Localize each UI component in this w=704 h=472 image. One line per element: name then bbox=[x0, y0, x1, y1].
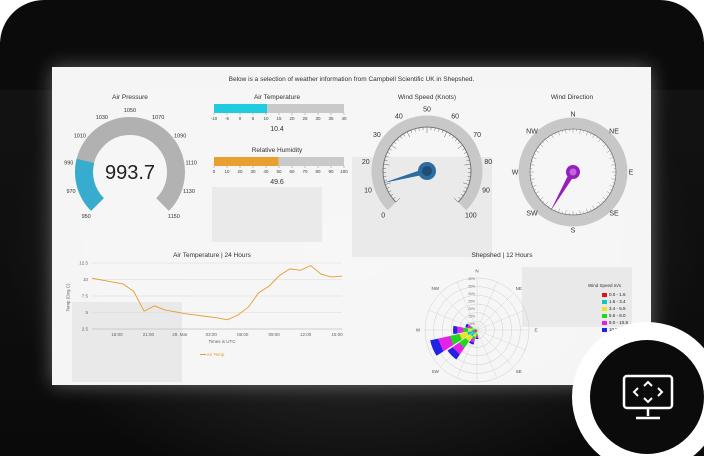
rose-wedge bbox=[453, 326, 457, 334]
rose-wedge bbox=[477, 331, 478, 332]
rose-legend-item[interactable]: 5.5 - 8.0 bbox=[602, 312, 650, 319]
rose-legend-item[interactable]: 3.4 - 5.5 bbox=[602, 305, 650, 312]
weather-dashboard: Below is a selection of weather informat… bbox=[52, 67, 651, 385]
rose-ring-label: 20% bbox=[468, 307, 475, 311]
rose-compass-label: W bbox=[416, 328, 421, 333]
rose-ring-label: 30% bbox=[468, 292, 475, 296]
rose-compass-label: E bbox=[534, 328, 537, 333]
rose-ring-label: 15% bbox=[468, 314, 475, 318]
rose-wedge bbox=[476, 334, 478, 336]
overlay-badge-inner[interactable] bbox=[590, 340, 704, 454]
rose-legend-item[interactable]: 0.0 - 1.6 bbox=[602, 291, 650, 298]
rose-legend-swatch bbox=[602, 293, 607, 297]
rose-wedge bbox=[457, 327, 463, 334]
rose-wedge bbox=[463, 328, 468, 333]
rose-compass-label: NW bbox=[432, 286, 440, 291]
wind-rose-legend-title: Wind Speed m/s bbox=[588, 283, 648, 288]
rose-ring-label: 35% bbox=[468, 285, 475, 289]
rose-legend-swatch bbox=[602, 300, 607, 304]
rose-legend-label: 5.5 - 8.0 bbox=[609, 313, 626, 318]
rose-legend-swatch bbox=[602, 314, 607, 318]
rose-wedge bbox=[476, 332, 477, 334]
rose-compass-label: N bbox=[475, 269, 478, 274]
rose-ring-label: 40% bbox=[468, 277, 475, 281]
rose-compass-label: NE bbox=[516, 286, 522, 291]
rose-legend-swatch bbox=[602, 307, 607, 311]
wind-rose-chart: NNEESESSWWNW10%15%20%25%30%35%40% bbox=[52, 67, 651, 385]
rose-legend-label: 0.0 - 1.6 bbox=[609, 292, 626, 297]
rose-legend-swatch bbox=[602, 321, 607, 325]
rose-spoke bbox=[477, 330, 514, 367]
rose-legend-label: 1.6 - 3.4 bbox=[609, 299, 626, 304]
rose-ring-label: 25% bbox=[468, 300, 475, 304]
rose-wedge bbox=[468, 328, 472, 331]
rose-compass-label: SW bbox=[432, 369, 440, 374]
rose-legend-swatch bbox=[602, 328, 607, 332]
rose-legend-label: 3.4 - 5.5 bbox=[609, 306, 626, 311]
rose-wedge bbox=[476, 336, 479, 338]
monitor-expand-icon[interactable] bbox=[620, 370, 676, 426]
rose-spoke bbox=[477, 293, 514, 330]
rose-compass-label: SE bbox=[516, 369, 522, 374]
rose-wedge bbox=[475, 338, 478, 339]
frame-top bbox=[0, 0, 704, 42]
rose-legend-item[interactable]: 1.6 - 3.4 bbox=[602, 298, 650, 305]
